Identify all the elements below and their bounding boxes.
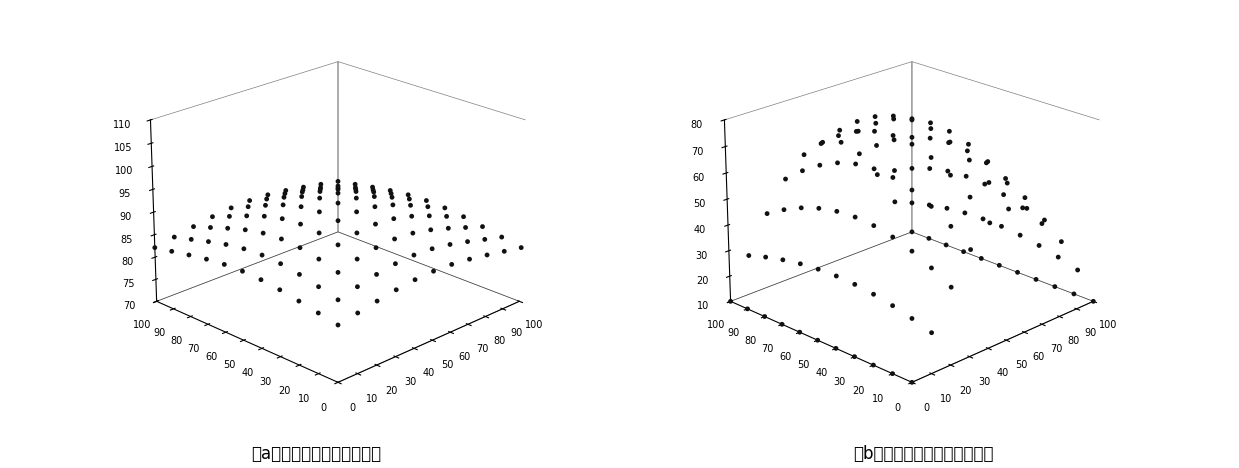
Text: （b）转换后正弦柱函数离散值: （b）转换后正弦柱函数离散值 xyxy=(852,446,994,463)
Text: （a）转换后均布函数离散值: （a）转换后均布函数离散值 xyxy=(250,446,382,463)
